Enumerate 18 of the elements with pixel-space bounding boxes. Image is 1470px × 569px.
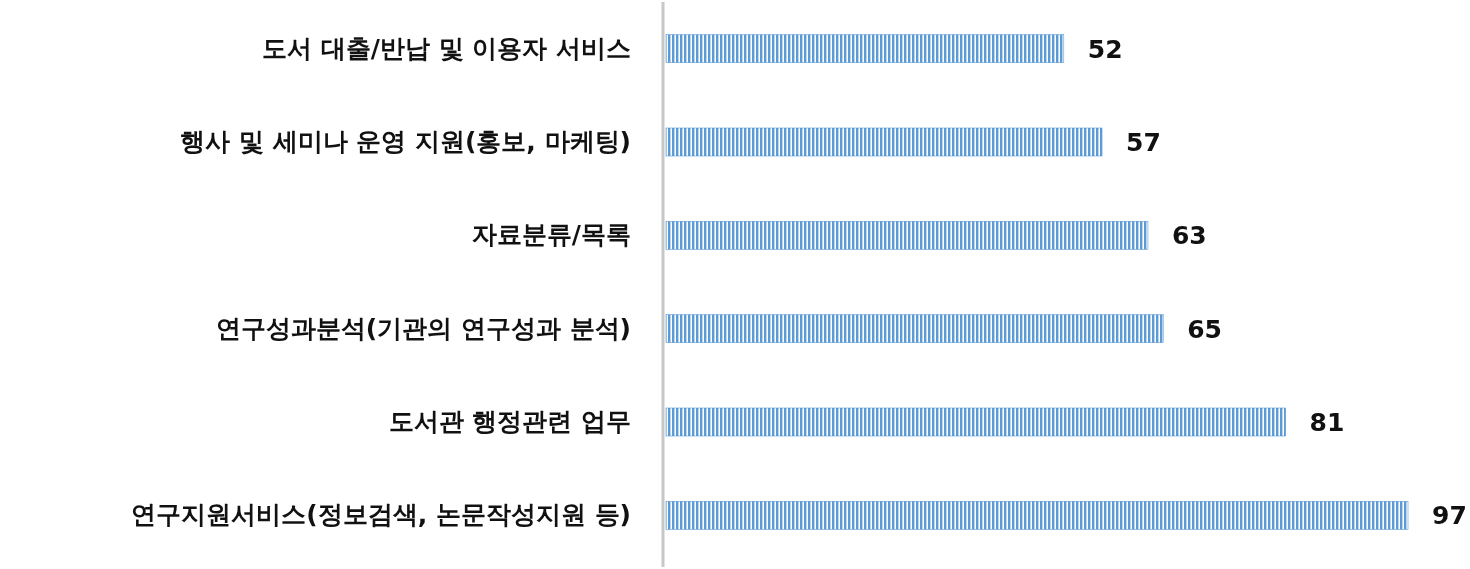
data-label: 52 (1087, 34, 1123, 64)
bar (665, 34, 1065, 63)
bar (665, 314, 1164, 343)
data-label: 97 (1432, 501, 1467, 531)
y-tick-label: 자료분류/목록 (471, 220, 631, 250)
y-tick-label: 연구성과분석(기관의 연구성과 분석) (215, 313, 631, 343)
y-tick-label: 연구지원서비스(정보검색, 논문작성지원 등) (131, 500, 631, 530)
data-label: 57 (1126, 128, 1161, 157)
data-label: 81 (1309, 408, 1345, 437)
bar (665, 407, 1286, 437)
y-tick-label: 도서관 행정관련 업무 (388, 407, 631, 436)
data-label: 63 (1171, 221, 1207, 251)
data-label: 65 (1187, 314, 1223, 344)
bar (665, 501, 1409, 530)
bar (665, 221, 1149, 250)
y-tick-label: 도서 대출/반납 및 이용자 서비스 (262, 33, 631, 63)
bar (665, 127, 1103, 157)
y-tick-label: 행사 및 세미나 운영 지원(홍보, 마케팅) (180, 127, 631, 156)
